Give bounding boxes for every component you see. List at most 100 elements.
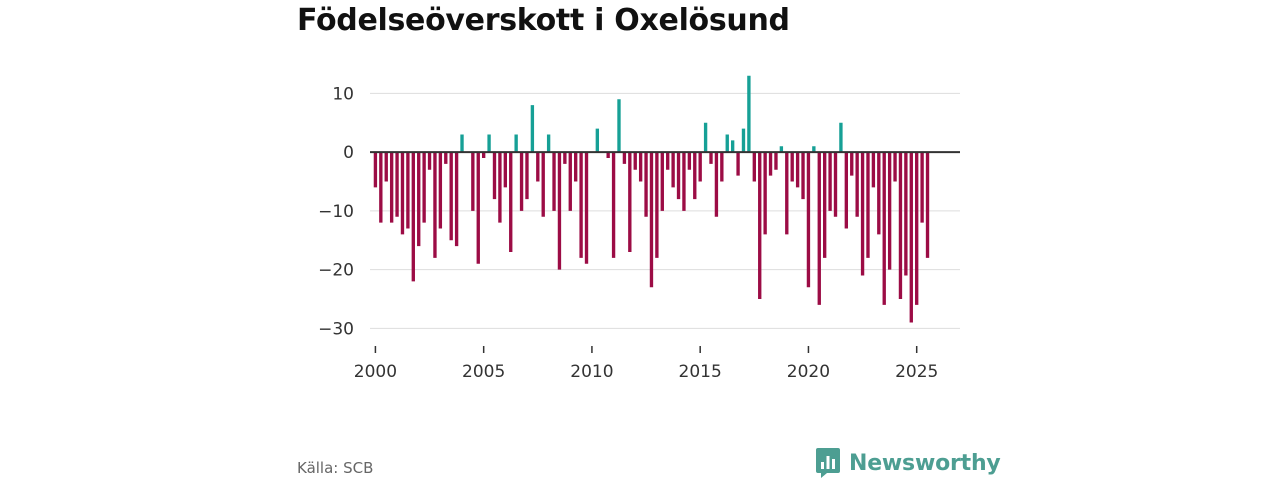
bar bbox=[514, 134, 518, 153]
bar bbox=[579, 152, 583, 258]
bar bbox=[666, 152, 670, 170]
bar bbox=[655, 152, 659, 258]
x-tick-label: 2000 bbox=[354, 362, 397, 382]
bar bbox=[833, 152, 838, 217]
source-label: Källa: SCB bbox=[297, 459, 374, 477]
brand-logo[interactable]: Newsworthy bbox=[815, 447, 1001, 479]
brand-name: Newsworthy bbox=[849, 450, 1001, 476]
bar bbox=[703, 122, 708, 153]
bar bbox=[898, 152, 903, 299]
bar bbox=[714, 152, 719, 217]
bar bbox=[638, 152, 643, 182]
bar bbox=[644, 152, 648, 217]
bar bbox=[925, 152, 930, 258]
bar bbox=[546, 134, 551, 153]
bar bbox=[747, 75, 751, 153]
bar bbox=[893, 152, 897, 182]
bar bbox=[568, 152, 572, 211]
y-tick-label: −20 bbox=[318, 261, 354, 281]
y-tick-label: −10 bbox=[318, 202, 354, 222]
bar bbox=[817, 152, 821, 305]
bar bbox=[438, 152, 443, 229]
bar bbox=[871, 152, 876, 188]
bar bbox=[503, 152, 507, 188]
bar bbox=[850, 152, 854, 176]
bar bbox=[860, 152, 865, 276]
bar bbox=[433, 152, 437, 258]
bar bbox=[806, 152, 811, 288]
y-tick-label: −30 bbox=[318, 319, 354, 339]
bar bbox=[785, 152, 789, 235]
x-axis: 2000 2005 2010 2015 2020 2025 bbox=[354, 346, 938, 382]
bar bbox=[487, 134, 491, 153]
bar bbox=[406, 152, 410, 229]
bar bbox=[887, 152, 892, 270]
grid-lines bbox=[370, 92, 960, 329]
bar bbox=[882, 152, 886, 305]
bar bbox=[752, 152, 756, 182]
bar bbox=[628, 152, 632, 252]
bar bbox=[736, 152, 740, 176]
x-tick-label: 2015 bbox=[679, 362, 722, 382]
bar bbox=[492, 152, 497, 200]
chart-title: Födelseöverskott i Oxelösund bbox=[297, 3, 790, 38]
bar bbox=[758, 152, 762, 299]
bar bbox=[768, 152, 773, 176]
bar bbox=[741, 128, 746, 153]
bar bbox=[557, 152, 562, 270]
bar bbox=[909, 152, 913, 323]
bar bbox=[449, 152, 453, 241]
x-tick-label: 2025 bbox=[895, 362, 938, 382]
bar bbox=[476, 152, 480, 264]
bar bbox=[519, 152, 524, 211]
bar bbox=[790, 152, 794, 182]
bar-chart: 10 0 −10 −20 −30 2000 2005 2010 2015 2020 2025 bbox=[318, 75, 960, 382]
x-tick-label: 2020 bbox=[787, 362, 830, 382]
bar bbox=[812, 146, 816, 153]
bar bbox=[379, 152, 383, 223]
bar bbox=[844, 152, 849, 229]
bar bbox=[471, 152, 475, 211]
bar bbox=[866, 152, 870, 258]
bar bbox=[649, 152, 654, 288]
bar bbox=[920, 152, 924, 223]
bar bbox=[384, 152, 388, 182]
bar bbox=[671, 152, 675, 188]
bar bbox=[698, 152, 702, 182]
bar bbox=[574, 152, 578, 182]
bar bbox=[525, 152, 529, 200]
bar bbox=[541, 152, 545, 217]
bar bbox=[763, 152, 767, 235]
bar bbox=[595, 128, 600, 153]
bar bbox=[427, 152, 432, 170]
x-tick-label: 2005 bbox=[462, 362, 505, 382]
bar bbox=[801, 152, 805, 200]
bar bbox=[693, 152, 697, 200]
x-tick-label: 2010 bbox=[570, 362, 613, 382]
bar bbox=[481, 152, 486, 158]
bar bbox=[389, 152, 394, 223]
bar bbox=[536, 152, 540, 182]
bar bbox=[422, 152, 426, 223]
bar bbox=[839, 122, 843, 153]
bar bbox=[617, 99, 621, 153]
bar bbox=[774, 152, 778, 170]
bar bbox=[454, 152, 459, 247]
bar bbox=[460, 134, 464, 153]
bar bbox=[779, 146, 784, 153]
bar bbox=[606, 152, 610, 158]
bar bbox=[373, 152, 378, 188]
bars bbox=[373, 75, 930, 323]
y-tick-label: 10 bbox=[332, 84, 354, 104]
bar bbox=[720, 152, 724, 182]
bar bbox=[395, 152, 399, 217]
newsworthy-chart-icon bbox=[816, 448, 840, 478]
bar bbox=[709, 152, 713, 164]
bar bbox=[795, 152, 800, 188]
bar bbox=[584, 152, 589, 264]
bar bbox=[725, 134, 729, 153]
bar bbox=[915, 152, 919, 305]
bar bbox=[633, 152, 637, 170]
bar bbox=[611, 152, 616, 258]
bar bbox=[828, 152, 832, 211]
